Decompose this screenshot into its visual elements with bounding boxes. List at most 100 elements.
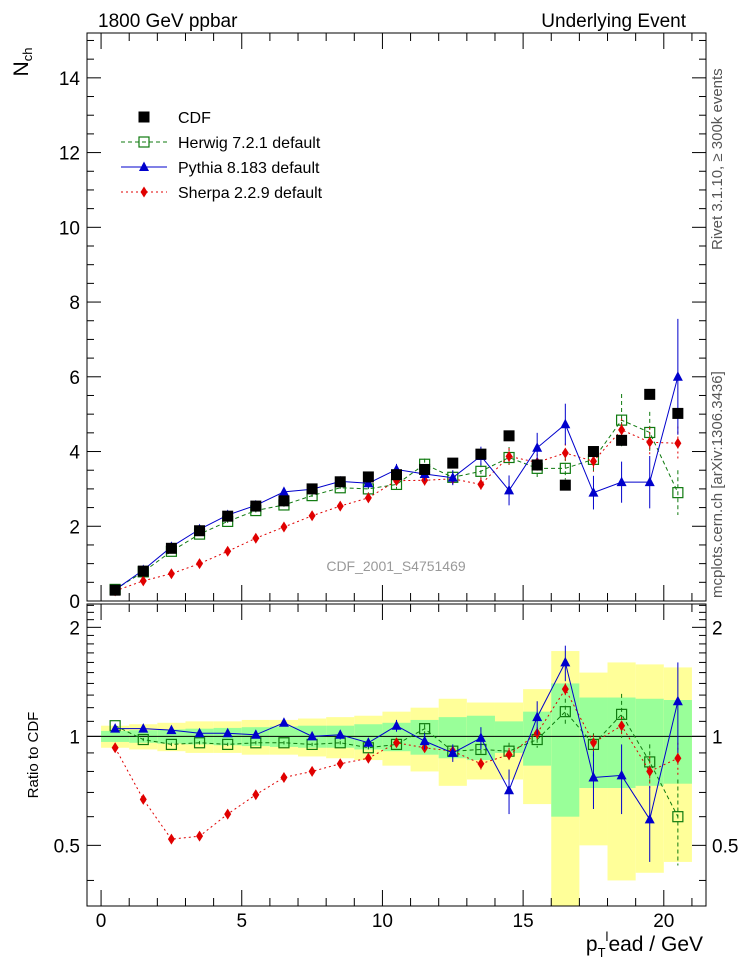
main-sherpa-point [364,492,372,504]
main-sherpa-point [561,447,569,459]
ratio-pythia-point [560,656,571,667]
ratio-sherpa-point [589,737,597,749]
main-sherpa-point [167,568,175,580]
main-pythia-point [672,371,683,381]
main-cdf-point [362,471,374,483]
main-cdf-point [278,495,290,507]
main-sherpa-point [252,532,260,544]
main-panel: 0 2 4 6 8 10 12 14 CDF_2001_S4751469 CDF Herwig … [59,32,707,613]
ratio-axes: 0.5 0.51 12 20 5 10 15 20 [54,604,738,932]
main-cdf-point [531,459,543,471]
ratio-sherpa-point [477,758,485,770]
main-cdf-point [616,434,628,446]
ratio-pythia-point [447,747,458,757]
main-ylabel-sub: ch [20,48,35,62]
main-sherpa-point [139,575,147,587]
legend-marker-sherpa [140,186,148,198]
main-pythia-point [363,477,374,488]
main-cdf-point [165,542,177,554]
ratio-sherpa-point [111,742,119,754]
ratio-sherpa-point [196,830,204,842]
side-label-rivet: Rivet 3.1.10, ≥ 300k events [709,68,726,250]
ratio-ytick-label-left: 2 [69,618,80,639]
legend-marker-pythia [139,161,149,171]
main-cdf-point [447,457,459,469]
main-ytick-label: 10 [59,218,80,239]
ratio-herwig-point [165,738,178,751]
main-ytick-label: 2 [69,517,80,538]
header-title-right: Underlying Event [541,11,686,32]
main-cdf-point [334,476,346,488]
ratio-sherpa-point [224,808,232,820]
main-pythia-point [504,484,515,495]
ratio-xtick-label: 5 [236,911,247,932]
ratio-pythia-point [166,724,177,735]
ratio-herwig-point [306,738,318,751]
main-pythia-point [532,442,543,452]
main-cdf-point [672,407,684,419]
main-pythia-point [278,486,289,496]
main-cdf-point [587,446,599,458]
main-sherpa-point [280,521,288,533]
main-sherpa-point [336,500,344,512]
legend-item-pythia: Pythia 8.183 default [121,160,320,177]
ratio-pythia-point [475,732,486,742]
main-ytick-label: 4 [69,443,80,464]
ratio-ylabel: Ratio to CDF [25,712,42,799]
ratio-pythia-point [250,729,261,739]
main-sherpa-line [114,429,678,592]
main-sherpa-point [589,455,597,467]
legend: CDF Herwig 7.2.1 default Pythia 8.183 defa… [121,110,323,202]
ratio-herwig-point [278,737,290,749]
legend-label-herwig: Herwig 7.2.1 default [178,135,321,152]
ratio-frame [86,603,707,907]
ratio-pythia-point [335,729,346,739]
ratio-ytick-label-left: 1 [69,727,80,748]
legend-marker-cdf [138,111,150,123]
legend-label-sherpa: Sherpa 2.2.9 default [178,185,323,202]
main-cdf-point [419,463,431,475]
main-pythia-point [588,487,599,497]
xlabel-sub: T [598,945,606,960]
ratio-sherpa-point [561,683,569,695]
legend-item-herwig: Herwig 7.2.1 default [121,135,321,152]
main-axes: 0 2 4 6 8 10 12 14 [59,33,706,613]
main-cdf-point [250,500,262,512]
xlabel-rest: ead / GeV [608,933,703,956]
ratio-pythia-point [504,784,515,795]
main-ylabel-n: N [10,61,33,76]
ratio-sherpa-point [139,793,147,805]
legend-label-cdf: CDF [178,110,211,127]
ratio-herwig-point [419,723,431,735]
ratio-herwig-point [672,811,684,823]
ratio-herwig-point [137,733,149,746]
main-pythia-point [560,418,571,429]
ratio-pythia [110,645,683,862]
ratio-sherpa-point [252,789,260,801]
ratio-herwig-point [193,737,206,749]
ratio-pythia-point [532,711,543,722]
ratio-ytick-label-right: 0.5 [712,836,738,857]
ratio-xtick-label: 15 [513,911,534,932]
ratio-sherpa-point [167,833,175,845]
main-ytick-label: 0 [69,592,80,613]
ratio-pythia-point [616,769,627,780]
main-sherpa-point [618,424,626,436]
main-herwig-point [475,465,487,477]
ratio-pythia-point [110,723,121,733]
ratio-pythia-point [307,730,318,741]
main-cdf-point [222,510,234,522]
ratio-xtick-label: 20 [653,911,674,932]
main-cdf-point [137,565,149,577]
ratio-panel: 0.5 0.51 12 20 5 10 15 20 [54,603,738,932]
ratio-pythia-point [644,813,655,824]
main-cdf-point [109,584,121,596]
main-herwig-point [672,487,684,499]
ratio-series [109,645,684,866]
ratio-pythia-point [222,727,233,738]
ratio-pythia-point [588,771,599,782]
main-sherpa-point [646,436,654,448]
legend-marker-herwig [138,136,150,148]
ratio-herwig-point [615,708,628,720]
